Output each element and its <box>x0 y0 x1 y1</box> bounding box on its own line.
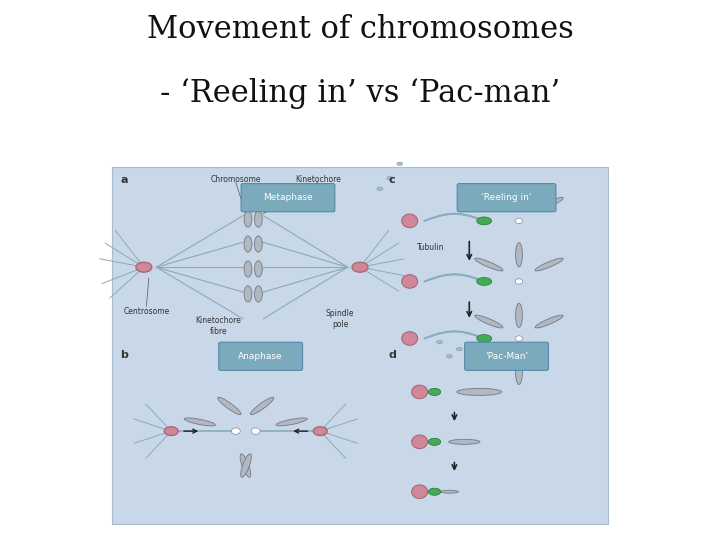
Ellipse shape <box>276 418 307 426</box>
Ellipse shape <box>477 278 492 285</box>
Text: ‘Pac-Man’: ‘Pac-Man’ <box>485 352 528 361</box>
Ellipse shape <box>516 336 523 341</box>
Ellipse shape <box>402 275 418 288</box>
Ellipse shape <box>474 198 503 211</box>
Ellipse shape <box>456 347 462 351</box>
FancyBboxPatch shape <box>219 342 302 370</box>
Ellipse shape <box>244 211 252 227</box>
Ellipse shape <box>516 242 523 267</box>
Ellipse shape <box>477 217 492 225</box>
Ellipse shape <box>516 218 523 224</box>
Text: Kinetochore: Kinetochore <box>294 176 341 184</box>
Ellipse shape <box>535 198 563 211</box>
Ellipse shape <box>449 440 480 444</box>
Ellipse shape <box>412 435 428 449</box>
Text: Metaphase: Metaphase <box>263 193 312 202</box>
Text: c: c <box>389 175 395 185</box>
Ellipse shape <box>377 187 383 191</box>
Ellipse shape <box>254 236 262 252</box>
Ellipse shape <box>441 490 459 493</box>
Ellipse shape <box>240 454 251 477</box>
Ellipse shape <box>516 279 523 284</box>
Ellipse shape <box>397 162 402 166</box>
Text: - ‘Reeling in’ vs ‘Pac-man’: - ‘Reeling in’ vs ‘Pac-man’ <box>160 78 560 109</box>
Ellipse shape <box>254 286 262 302</box>
Ellipse shape <box>251 428 260 434</box>
Text: Tubulin: Tubulin <box>417 243 445 252</box>
Ellipse shape <box>231 428 240 434</box>
Text: d: d <box>388 349 396 360</box>
Text: Movement of chromosomes: Movement of chromosomes <box>147 14 573 44</box>
Ellipse shape <box>240 454 251 477</box>
Ellipse shape <box>428 438 441 445</box>
Ellipse shape <box>474 315 503 328</box>
Ellipse shape <box>457 388 502 395</box>
Ellipse shape <box>217 397 241 415</box>
Ellipse shape <box>412 385 428 399</box>
Ellipse shape <box>477 335 492 342</box>
Ellipse shape <box>428 388 441 395</box>
Ellipse shape <box>254 211 262 227</box>
Ellipse shape <box>387 176 393 180</box>
Ellipse shape <box>313 427 327 435</box>
Ellipse shape <box>474 258 503 271</box>
Ellipse shape <box>516 360 523 384</box>
Ellipse shape <box>136 262 152 272</box>
Text: Chromosome: Chromosome <box>210 176 261 184</box>
Text: Kinetochore
fibre: Kinetochore fibre <box>195 316 241 336</box>
Text: Spindle
pole: Spindle pole <box>326 309 354 328</box>
FancyBboxPatch shape <box>241 184 335 212</box>
Ellipse shape <box>516 303 523 327</box>
FancyBboxPatch shape <box>464 342 549 370</box>
Ellipse shape <box>428 488 441 495</box>
Ellipse shape <box>412 485 428 498</box>
FancyBboxPatch shape <box>457 184 556 212</box>
Ellipse shape <box>244 286 252 302</box>
Ellipse shape <box>254 261 262 277</box>
Text: a: a <box>120 175 127 185</box>
Ellipse shape <box>446 354 452 358</box>
Ellipse shape <box>436 340 443 344</box>
Ellipse shape <box>402 332 418 345</box>
Text: ‘Reeling in’: ‘Reeling in’ <box>481 193 532 202</box>
FancyBboxPatch shape <box>112 167 608 524</box>
Ellipse shape <box>184 418 215 426</box>
Ellipse shape <box>402 214 418 228</box>
Ellipse shape <box>535 258 563 271</box>
Text: b: b <box>120 349 128 360</box>
Ellipse shape <box>535 315 563 328</box>
Text: Centrosome: Centrosome <box>123 307 169 316</box>
Ellipse shape <box>244 261 252 277</box>
Ellipse shape <box>164 427 178 435</box>
Text: Anaphase: Anaphase <box>238 352 283 361</box>
Ellipse shape <box>352 262 368 272</box>
Ellipse shape <box>244 236 252 252</box>
Ellipse shape <box>251 397 274 415</box>
